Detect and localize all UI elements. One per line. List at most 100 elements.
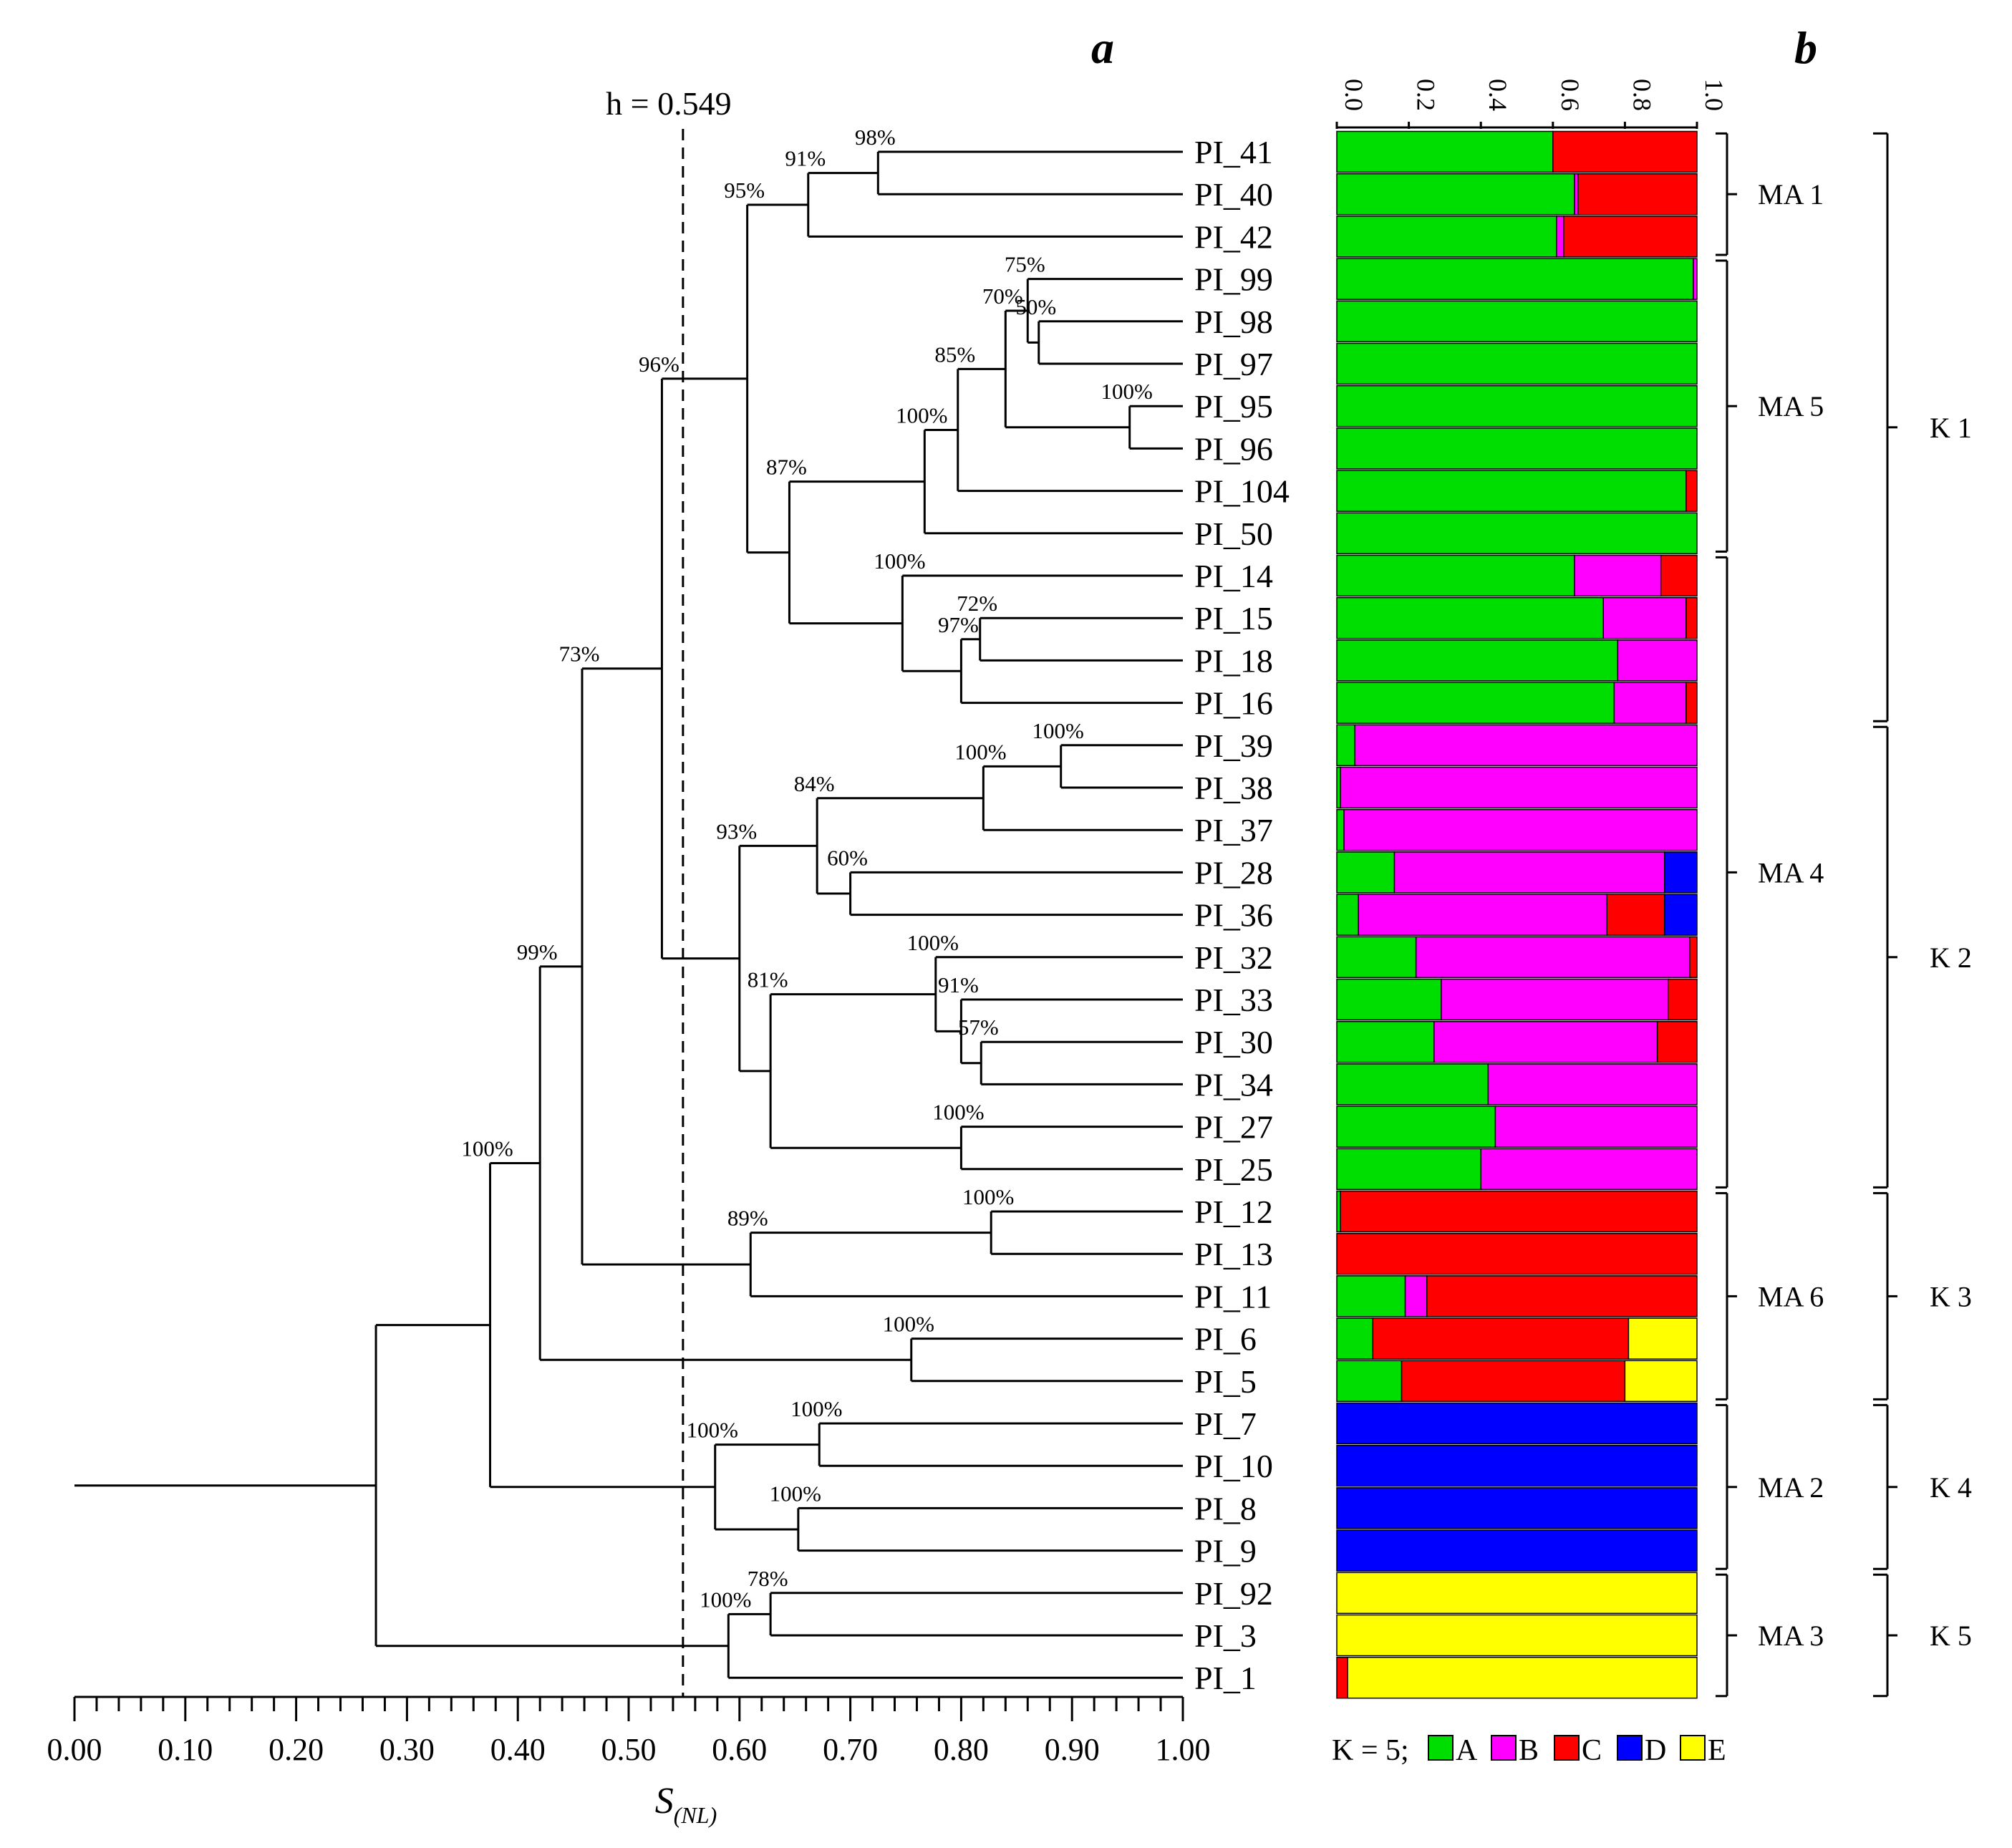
bar-segment xyxy=(1563,216,1698,258)
x-tick-label: 0.00 xyxy=(47,1732,102,1767)
bar-segment xyxy=(1336,724,1355,767)
bar-segment xyxy=(1663,851,1698,894)
leaf-label: PI_11 xyxy=(1194,1278,1272,1315)
bar-segment xyxy=(1426,1275,1698,1317)
bootstrap-label: 72% xyxy=(957,591,997,616)
bar-axis-tick-label: 0.8 xyxy=(1628,79,1656,111)
bar-segment xyxy=(1336,1529,1698,1572)
bootstrap-label: 57% xyxy=(958,1015,999,1040)
leaf-label: PI_15 xyxy=(1194,600,1273,637)
legend-swatch xyxy=(1428,1735,1454,1761)
bar-segment xyxy=(1336,173,1575,216)
legend-swatch xyxy=(1617,1735,1643,1761)
bar-segment xyxy=(1336,470,1687,512)
ma-group-label: MA 5 xyxy=(1758,390,1824,422)
bootstrap-label: 100% xyxy=(932,1100,984,1125)
bootstrap-label: 73% xyxy=(559,642,600,667)
bootstrap-label: 93% xyxy=(716,818,757,843)
leaf-label: PI_1 xyxy=(1194,1660,1257,1696)
leaf-label: PI_95 xyxy=(1194,388,1273,425)
bootstrap-label: 91% xyxy=(785,146,826,171)
leaf-label: PI_99 xyxy=(1194,261,1273,298)
ma-group-label: MA 4 xyxy=(1758,856,1824,889)
leaf-label: PI_27 xyxy=(1194,1109,1273,1146)
bar-segment xyxy=(1336,427,1698,470)
bar-segment xyxy=(1574,173,1579,216)
bar-segment xyxy=(1693,258,1698,300)
bar-segment xyxy=(1336,512,1698,555)
bar-axis-tick-label: 0.2 xyxy=(1412,79,1441,111)
bar-segment xyxy=(1336,1614,1698,1657)
leaf-label: PI_50 xyxy=(1194,516,1273,552)
bar-segment xyxy=(1336,894,1359,936)
leaf-label: PI_7 xyxy=(1194,1406,1257,1442)
bootstrap-label: 89% xyxy=(727,1206,768,1231)
bootstrap-label: 84% xyxy=(794,771,835,796)
legend-swatch xyxy=(1680,1735,1706,1761)
bar-segment xyxy=(1336,1444,1698,1487)
bar-segment xyxy=(1685,682,1698,724)
bar-segment xyxy=(1404,1275,1428,1317)
bar-segment xyxy=(1340,1190,1698,1233)
bar-segment xyxy=(1617,639,1698,682)
bar-segment xyxy=(1628,1317,1698,1360)
bar-segment xyxy=(1372,1317,1630,1360)
x-tick-label: 0.60 xyxy=(712,1732,767,1767)
bootstrap-label: 70% xyxy=(982,284,1023,309)
leaf-label: PI_104 xyxy=(1194,473,1290,510)
ma-group-label: MA 2 xyxy=(1758,1471,1824,1504)
leaf-label: PI_12 xyxy=(1194,1194,1273,1230)
panel-label-a: a xyxy=(1091,22,1114,73)
k-group-label: K 5 xyxy=(1930,1620,1972,1652)
x-tick-label: 0.30 xyxy=(379,1732,435,1767)
leaf-label: PI_39 xyxy=(1194,727,1273,764)
bar-axis-tick-label: 1.0 xyxy=(1700,79,1728,111)
x-tick-label: 0.90 xyxy=(1045,1732,1100,1767)
leaf-label: PI_30 xyxy=(1194,1024,1273,1060)
bar-segment xyxy=(1552,130,1698,173)
x-tick-label: 0.40 xyxy=(490,1732,546,1767)
ma-group-label: MA 6 xyxy=(1758,1280,1824,1312)
x-tick-label: 0.10 xyxy=(158,1732,213,1767)
leaf-label: PI_42 xyxy=(1194,218,1273,255)
bar-segment xyxy=(1340,766,1698,809)
leaf-label: PI_32 xyxy=(1194,939,1273,976)
x-tick-label: 0.70 xyxy=(823,1732,878,1767)
bootstrap-label: 78% xyxy=(748,1566,788,1591)
k-group-label: K 4 xyxy=(1930,1471,1972,1504)
bar-segment xyxy=(1336,384,1698,427)
bootstrap-label: 100% xyxy=(896,403,947,428)
bar-segment xyxy=(1556,216,1564,258)
leaf-label: PI_38 xyxy=(1194,770,1273,806)
leaf-label: PI_41 xyxy=(1194,134,1273,170)
bar-segment xyxy=(1336,1232,1698,1275)
bar-segment xyxy=(1336,554,1575,597)
leaf-label: PI_9 xyxy=(1194,1533,1257,1569)
x-tick-label: 0.50 xyxy=(601,1732,657,1767)
leaf-label: PI_33 xyxy=(1194,982,1273,1018)
bar-segment xyxy=(1358,894,1608,936)
bootstrap-label: 50% xyxy=(1015,294,1056,319)
legend-label: D xyxy=(1645,1734,1666,1767)
bar-segment xyxy=(1668,978,1698,1021)
leaf-label: PI_36 xyxy=(1194,897,1273,934)
leaf-label: PI_3 xyxy=(1194,1617,1257,1654)
bar-segment xyxy=(1577,173,1698,216)
leaf-label: PI_16 xyxy=(1194,685,1273,722)
bar-segment xyxy=(1336,1190,1341,1233)
leaf-label: PI_8 xyxy=(1194,1490,1257,1527)
bootstrap-label: 100% xyxy=(461,1136,513,1161)
x-tick-label: 1.00 xyxy=(1156,1732,1211,1767)
leaf-label: PI_25 xyxy=(1194,1151,1273,1188)
bar-segment xyxy=(1487,1063,1698,1106)
bar-segment xyxy=(1656,1020,1698,1063)
bar-segment xyxy=(1494,1106,1698,1148)
bar-segment xyxy=(1336,1572,1698,1615)
bar-segment xyxy=(1336,1275,1406,1317)
leaf-label: PI_13 xyxy=(1194,1236,1273,1272)
bootstrap-label: 81% xyxy=(748,967,788,992)
bar-segment xyxy=(1336,808,1345,851)
bar-segment xyxy=(1343,808,1698,851)
bar-segment xyxy=(1685,596,1698,639)
legend-label: C xyxy=(1582,1734,1602,1767)
